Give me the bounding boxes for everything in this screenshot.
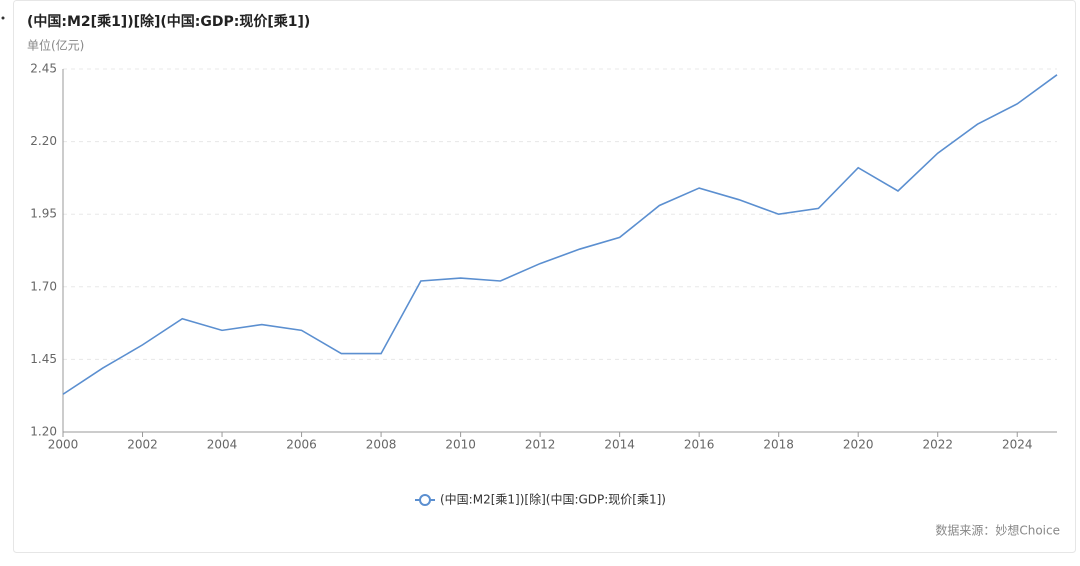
source: 数据来源：妙想Choice (935, 523, 1060, 538)
data-line (62, 74, 1058, 395)
x-tick-label: 2000 (48, 438, 79, 452)
y-tick-label: 1.95 (30, 207, 57, 221)
x-tick-label: 2016 (684, 438, 715, 452)
y-tick-label: 1.20 (30, 425, 57, 439)
x-tick-label: 2020 (843, 438, 874, 452)
chart-title: (中国:M2[乘1])[除](中国:GDP:现价[乘1]) (27, 13, 310, 30)
x-tick-label: 2002 (127, 438, 158, 452)
y-tick-label: 1.45 (30, 352, 57, 366)
x-tick-label: 2010 (445, 438, 476, 452)
x-tick-label: 2024 (1002, 438, 1033, 452)
x-tick-label: 2008 (366, 438, 397, 452)
legend-marker (419, 494, 431, 506)
x-tick-label: 2006 (286, 438, 317, 452)
x-tick-label: 2018 (763, 438, 794, 452)
x-tick-label: 2014 (604, 438, 635, 452)
y-tick-label: 1.70 (30, 279, 57, 293)
bullet (1, 16, 5, 20)
y-unit: 单位(亿元) (27, 38, 84, 53)
card (13, 0, 1076, 553)
legend-label: (中国:M2[乘1])[除](中国:GDP:现价[乘1]) (440, 492, 666, 507)
y-tick-label: 2.45 (30, 62, 57, 76)
y-tick-label: 2.20 (30, 134, 57, 148)
x-tick-label: 2022 (922, 438, 953, 452)
x-tick-label: 2012 (525, 438, 556, 452)
x-tick-label: 2004 (207, 438, 238, 452)
